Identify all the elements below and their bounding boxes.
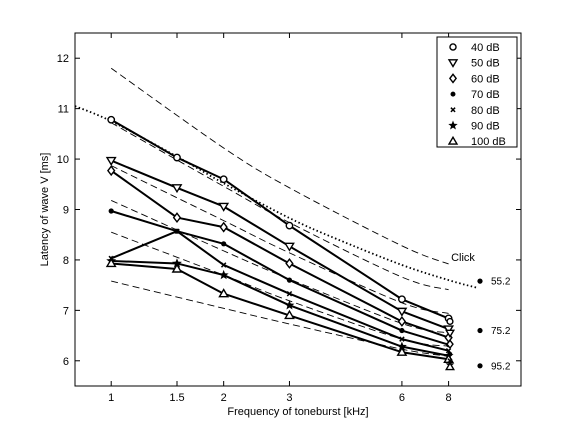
click-level-label: 95.2: [491, 361, 511, 372]
point-marker: [284, 309, 295, 320]
x-tick-label: 8: [446, 392, 452, 404]
point-marker: [105, 156, 117, 166]
point-marker: [447, 59, 459, 68]
point-marker: [218, 288, 230, 298]
x-tick-label: 1.5: [169, 392, 184, 404]
x-tick-label: 6: [399, 392, 405, 404]
series-line: [111, 262, 449, 361]
y-tick-label: 7: [63, 305, 69, 317]
point-marker: [220, 262, 227, 268]
point-marker: [399, 327, 405, 334]
series-line: [110, 230, 449, 352]
legend-entry: 100 dB: [471, 136, 506, 148]
y-tick-label: 8: [63, 255, 69, 267]
point-marker: [450, 91, 456, 97]
point-marker: [221, 241, 227, 247]
legend-entry: 40 dB: [471, 42, 500, 54]
click-level-dot: [477, 327, 483, 334]
point-marker: [396, 346, 408, 356]
point-marker: [443, 325, 455, 335]
point-marker: [284, 242, 295, 252]
point-marker: [447, 135, 459, 145]
click-section: Click 55.2 75.2 95.2: [444, 252, 511, 372]
point-marker: [449, 43, 457, 51]
point-marker: [219, 221, 228, 233]
reference-curve-dashed: [110, 67, 449, 265]
point-marker: [171, 184, 183, 194]
legend-entry: 50 dB: [471, 58, 500, 70]
click-label: Click: [451, 252, 475, 264]
legend-entry: 80 dB: [471, 105, 500, 117]
reference-curve-dashed: [111, 165, 449, 314]
point-marker: [171, 263, 183, 273]
point-marker: [445, 361, 455, 371]
x-tick-label: 3: [286, 392, 292, 404]
click-level-dot: [477, 363, 483, 369]
series-50-db: [105, 156, 455, 335]
legend-entry: 70 dB: [471, 89, 500, 101]
y-tick-label: 9: [63, 205, 69, 217]
point-marker: [444, 329, 456, 339]
click-level-label: 55.2: [491, 277, 511, 288]
series-40-db: [107, 115, 453, 323]
series-line: [110, 118, 449, 320]
point-marker: [446, 339, 454, 350]
point-marker: [399, 336, 405, 342]
point-marker: [396, 307, 408, 317]
point-marker: [107, 165, 116, 177]
y-tick-label: 10: [57, 154, 69, 166]
point-marker: [284, 300, 295, 310]
y-tick-label: 6: [63, 356, 69, 368]
x-tick-label: 2: [221, 392, 227, 404]
point-marker: [447, 351, 453, 357]
series-100-db: [105, 257, 455, 363]
point-marker: [219, 175, 228, 184]
point-marker: [450, 107, 456, 113]
x-tick-label: 1: [108, 392, 114, 404]
y-tick-label: 12: [57, 53, 69, 65]
series-80-db: [108, 228, 452, 354]
point-marker: [173, 153, 181, 162]
point-marker: [398, 295, 406, 304]
legend-entry: 90 dB: [471, 121, 500, 133]
click-level-dot: [477, 278, 483, 284]
point-marker: [218, 202, 230, 212]
series-line: [110, 169, 449, 339]
point-marker: [105, 257, 117, 268]
legend-entry: 60 dB: [471, 73, 500, 85]
point-marker: [448, 73, 458, 84]
click-level-label: 75.2: [491, 326, 511, 337]
point-marker: [446, 317, 454, 326]
reference-curve-dashed: [111, 200, 449, 334]
series-60-db: [107, 165, 453, 344]
point-marker: [286, 290, 293, 297]
series-line: [111, 259, 449, 357]
point-marker: [285, 258, 294, 269]
point-marker: [172, 212, 182, 224]
point-marker: [285, 221, 294, 230]
point-marker: [396, 341, 407, 351]
x-axis-label: Frequency of toneburst [kHz]: [227, 406, 368, 418]
point-marker: [108, 208, 114, 214]
y-tick-label: 11: [58, 104, 69, 116]
reference-curves: [75, 67, 477, 357]
point-marker: [397, 316, 407, 327]
reference-curve-dashed: [111, 280, 449, 357]
point-marker: [286, 277, 293, 283]
series-line: [110, 210, 449, 346]
point-marker: [448, 120, 458, 130]
point-marker: [107, 115, 116, 124]
series-line: [110, 159, 449, 330]
point-marker: [172, 258, 182, 268]
point-marker: [218, 269, 229, 280]
legend: 40 dB 50 dB 60 dB 70 dB 80 dB 90 dB 100 dB: [436, 36, 518, 148]
y-axis-label: Latency of wave V [ms]: [39, 153, 51, 267]
series-70-db: [108, 208, 452, 348]
point-marker: [174, 228, 180, 234]
